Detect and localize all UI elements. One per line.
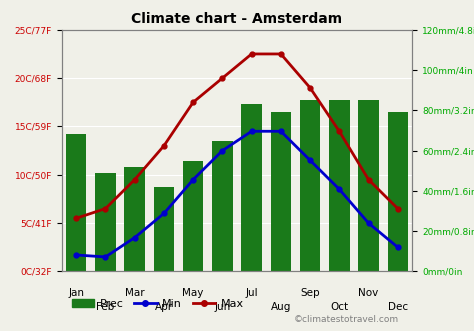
Bar [95, 173, 116, 271]
Text: Nov: Nov [358, 288, 379, 298]
Text: Apr: Apr [155, 302, 173, 312]
Text: Jan: Jan [68, 288, 84, 298]
Bar [241, 104, 262, 271]
Title: Climate chart - Amsterdam: Climate chart - Amsterdam [131, 12, 343, 26]
Bar [154, 187, 174, 271]
Text: Sep: Sep [300, 288, 320, 298]
Bar [271, 112, 291, 271]
Bar [329, 100, 349, 271]
Text: Oct: Oct [330, 302, 348, 312]
Bar [212, 141, 233, 271]
Text: Dec: Dec [388, 302, 408, 312]
Bar [183, 161, 203, 271]
Text: Aug: Aug [271, 302, 291, 312]
Text: Mar: Mar [125, 288, 145, 298]
Text: ©climatestotravel.com: ©climatestotravel.com [294, 315, 399, 324]
Bar [125, 167, 145, 271]
Text: May: May [182, 288, 204, 298]
Text: Jul: Jul [246, 288, 258, 298]
Text: Jun: Jun [214, 302, 230, 312]
Bar [358, 100, 379, 271]
Bar [388, 112, 408, 271]
Bar [66, 134, 86, 271]
Text: Feb: Feb [96, 302, 115, 312]
Bar [300, 100, 320, 271]
Legend: Prec, Min, Max: Prec, Min, Max [67, 294, 248, 313]
